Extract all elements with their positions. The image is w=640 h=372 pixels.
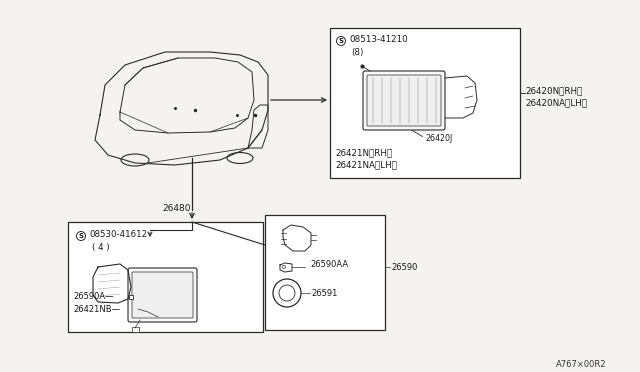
Bar (132, 327, 139, 332)
Text: 26420N＜RH＞: 26420N＜RH＞ (525, 86, 582, 95)
Text: (8): (8) (351, 48, 364, 57)
Text: 26421NB—: 26421NB— (73, 305, 120, 314)
Text: S: S (339, 38, 344, 44)
Text: 26421N＜RH＞: 26421N＜RH＞ (335, 148, 392, 157)
FancyBboxPatch shape (132, 272, 193, 318)
Text: 26591: 26591 (311, 289, 337, 298)
Circle shape (337, 36, 346, 45)
Text: 26420NA＜LH＞: 26420NA＜LH＞ (525, 98, 587, 107)
Text: 26421NA＜LH＞: 26421NA＜LH＞ (335, 160, 397, 169)
FancyBboxPatch shape (363, 71, 445, 130)
Text: ( 4 ): ( 4 ) (92, 243, 109, 252)
Bar (68, 222, 263, 332)
Text: 26590A—: 26590A— (73, 292, 113, 301)
FancyBboxPatch shape (128, 268, 197, 322)
Text: 26590AA: 26590AA (310, 260, 348, 269)
Text: 08513-41210: 08513-41210 (349, 35, 408, 44)
Text: A767×00R2: A767×00R2 (556, 360, 607, 369)
Bar (265, 215, 385, 330)
Bar (330, 28, 520, 178)
Text: 26420J: 26420J (425, 134, 452, 143)
Text: S: S (79, 233, 83, 239)
Text: 26590: 26590 (391, 263, 417, 272)
FancyBboxPatch shape (367, 75, 441, 126)
Text: 26480: 26480 (162, 204, 191, 213)
Circle shape (77, 231, 86, 241)
Text: 08530-41612: 08530-41612 (89, 230, 147, 239)
